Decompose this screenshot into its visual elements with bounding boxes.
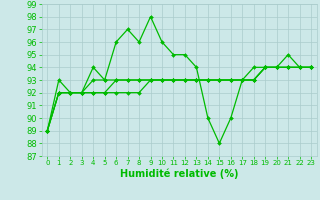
X-axis label: Humidité relative (%): Humidité relative (%) <box>120 169 238 179</box>
